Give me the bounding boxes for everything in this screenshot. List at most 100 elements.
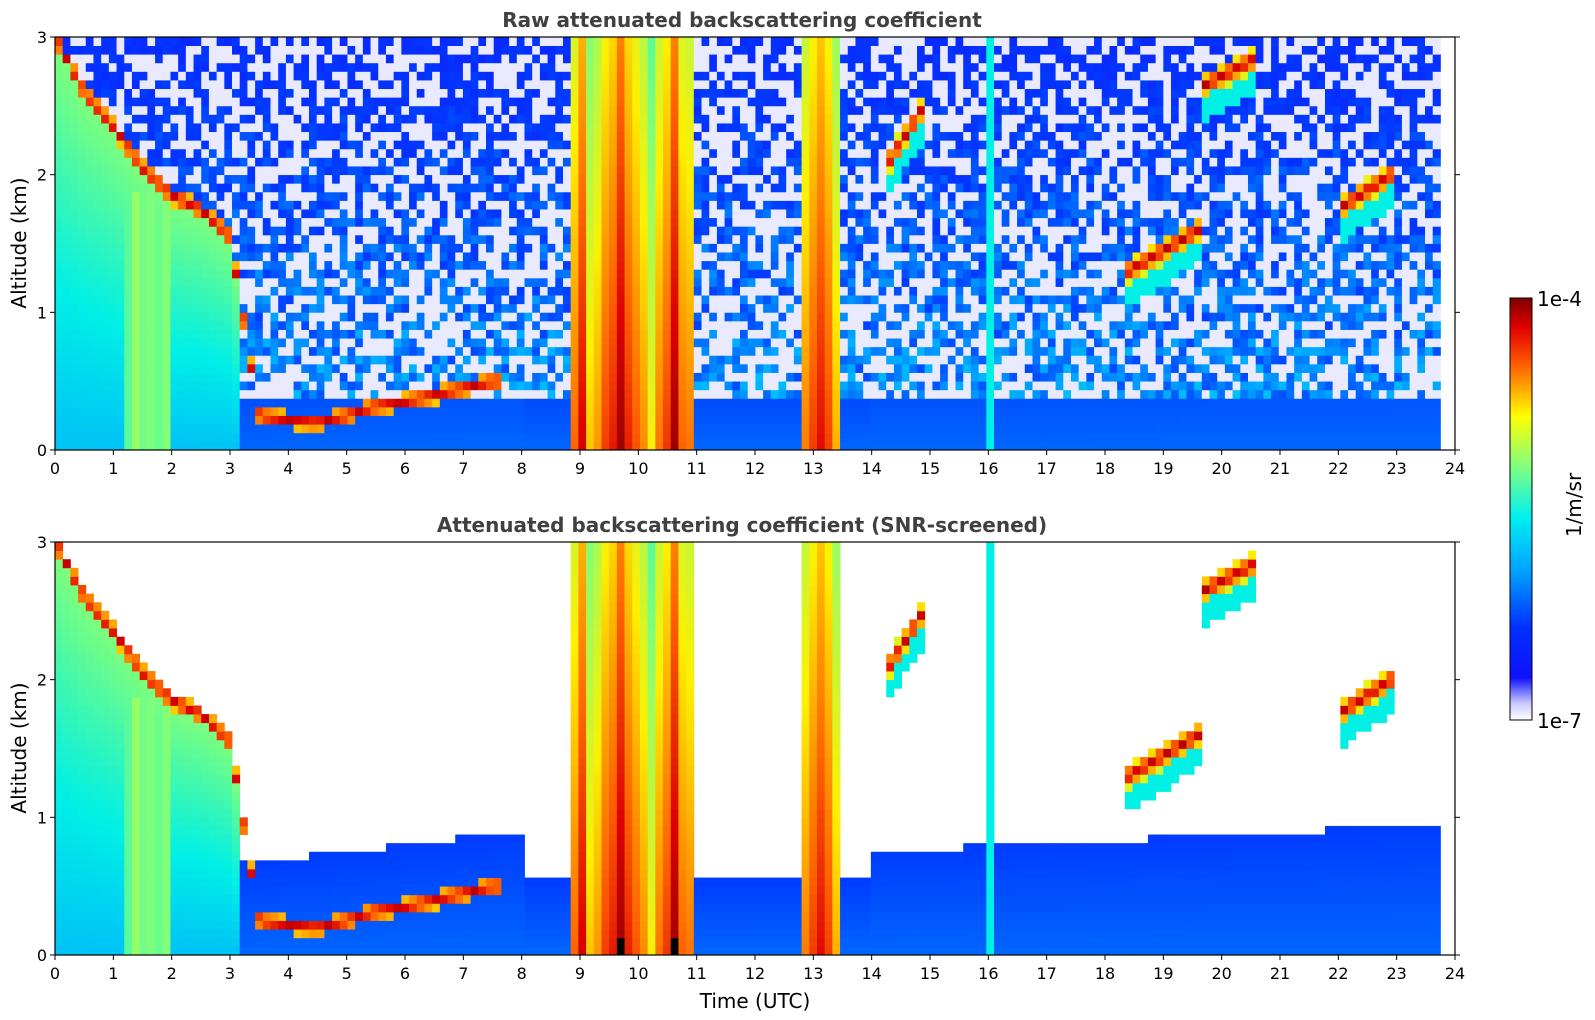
heatmap-cell [832, 346, 841, 356]
heatmap-cell [216, 131, 225, 141]
heatmap-cell [832, 105, 841, 115]
heatmap-cell [755, 346, 764, 356]
heatmap-cell [593, 424, 602, 434]
heatmap-cell [85, 441, 94, 451]
heatmap-cell [747, 80, 756, 90]
heatmap-cell [593, 329, 602, 339]
heatmap-cell [278, 415, 287, 425]
heatmap-cell [85, 54, 94, 64]
heatmap-cell [809, 363, 818, 373]
heatmap-cell [747, 183, 756, 193]
heatmap-cell [255, 80, 264, 90]
heatmap-cell [124, 131, 133, 141]
heatmap-cell [501, 320, 510, 330]
heatmap-cell [801, 88, 810, 98]
heatmap-cell [178, 45, 187, 55]
heatmap-cell [547, 424, 556, 434]
heatmap-cell [562, 277, 572, 287]
heatmap-cell [85, 174, 94, 184]
heatmap-cell [116, 260, 125, 270]
heatmap-cell [486, 217, 495, 227]
heatmap-cell [278, 217, 287, 227]
heatmap-cell [616, 105, 625, 115]
heatmap-cell [601, 217, 610, 227]
heatmap-cell [578, 329, 587, 339]
heatmap-cell [108, 97, 117, 107]
heatmap-cell [755, 389, 764, 399]
heatmap-cell [324, 295, 333, 305]
heatmap-cell [108, 157, 117, 167]
heatmap-cell [701, 381, 710, 391]
heatmap-cell [70, 114, 79, 124]
heatmap-cell [624, 97, 633, 107]
heatmap-cell [716, 80, 726, 90]
heatmap-cell [147, 269, 156, 279]
heatmap-cell [162, 62, 171, 72]
heatmap-cell [539, 363, 548, 373]
heatmap-cell [801, 338, 810, 348]
heatmap-cell [432, 226, 441, 236]
heatmap-cell [624, 381, 633, 391]
heatmap-cell [62, 234, 71, 244]
heatmap-cell [501, 217, 510, 227]
heatmap-cell [278, 200, 287, 210]
heatmap-cell [763, 415, 772, 425]
heatmap-cell [70, 217, 79, 227]
heatmap-cell [840, 312, 849, 322]
heatmap-cell [324, 62, 333, 72]
heatmap-cell [93, 441, 102, 451]
heatmap-cell [262, 131, 271, 141]
heatmap-cell [509, 303, 518, 313]
heatmap-cell [285, 71, 294, 81]
heatmap-cell [578, 286, 587, 296]
heatmap-cell [293, 183, 302, 193]
heatmap-cell [232, 131, 241, 141]
heatmap-cell [801, 62, 810, 72]
heatmap-cell [609, 209, 618, 219]
heatmap-cell [609, 432, 618, 442]
heatmap-cell [709, 157, 718, 167]
heatmap-cell [778, 329, 787, 339]
heatmap-cell [316, 252, 325, 262]
heatmap-cell [55, 226, 64, 236]
heatmap-cell [85, 432, 94, 442]
heatmap-cell [255, 148, 264, 158]
heatmap-cell [701, 312, 710, 322]
heatmap-cell [255, 260, 264, 270]
heatmap-cell [370, 62, 379, 72]
heatmap-cell [339, 140, 348, 150]
heatmap-cell [85, 166, 94, 176]
heatmap-cell [562, 131, 572, 141]
heatmap-cell [578, 372, 587, 382]
heatmap-cell [424, 252, 433, 262]
heatmap-cell [455, 346, 464, 356]
heatmap-cell [655, 71, 664, 81]
heatmap-cell [324, 415, 333, 425]
heatmap-cell [478, 363, 487, 373]
heatmap-cell [686, 123, 695, 133]
heatmap-cell [239, 432, 248, 442]
heatmap-cell [316, 191, 325, 201]
heatmap-cell [678, 105, 687, 115]
heatmap-cell [732, 363, 741, 373]
heatmap-cell [224, 303, 233, 313]
heatmap-cell [663, 209, 672, 219]
heatmap-cell [786, 303, 795, 313]
heatmap-cell [409, 123, 418, 133]
heatmap-cell [262, 114, 271, 124]
heatmap-cell [285, 252, 294, 262]
heatmap-cell [624, 432, 633, 442]
heatmap-cell [270, 140, 279, 150]
heatmap-cell [278, 157, 287, 167]
heatmap-cell [278, 114, 287, 124]
heatmap-cell [224, 406, 233, 416]
heatmap-cell [663, 234, 672, 244]
heatmap-cell [547, 200, 556, 210]
heatmap-cell [170, 415, 179, 425]
heatmap-cell [262, 355, 271, 365]
heatmap-cell [663, 372, 672, 382]
heatmap-cell [624, 54, 633, 64]
heatmap-cell [208, 140, 218, 150]
heatmap-cell [93, 260, 102, 270]
heatmap-cell [832, 191, 841, 201]
